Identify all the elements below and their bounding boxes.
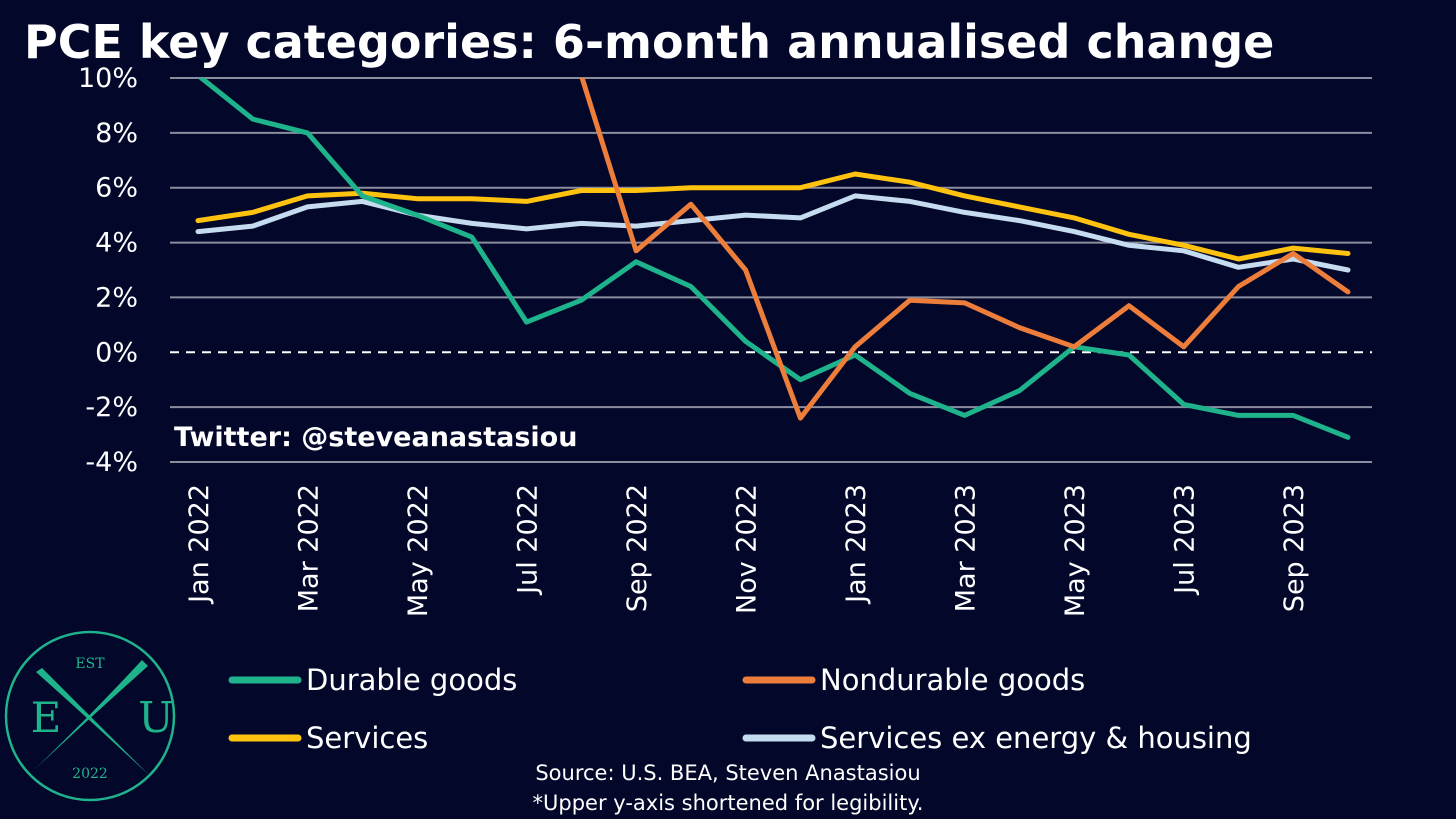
- logo-letter-e: E: [31, 693, 62, 742]
- y-tick-label: 6%: [95, 173, 138, 204]
- twitter-handle: Twitter: @steveanastasiou: [174, 422, 577, 453]
- x-tick-label: Jan 2023: [841, 484, 872, 605]
- x-tick-label: Jul 2022: [513, 484, 544, 596]
- y-tick-label: -2%: [85, 392, 138, 423]
- x-axis-ticks: Jan 2022 Mar 2022 May 2022 Jul 2022 Sep 2022…: [184, 484, 1310, 617]
- logo-slash-2: [34, 660, 148, 770]
- legend: Durable goods Nondurable goods Services Ser…: [228, 663, 1252, 755]
- logo-circle: [4, 630, 176, 802]
- x-tick-label: Mar 2023: [951, 484, 982, 612]
- logo-est: EST: [75, 656, 105, 672]
- y-tick-label: 8%: [95, 118, 138, 149]
- legend-label-durable-goods: Durable goods: [306, 663, 517, 697]
- chart-title: PCE key categories: 6-month annualised c…: [24, 15, 1274, 69]
- x-tick-label: Nov 2022: [732, 484, 763, 614]
- series-line-durable-goods: [197, 78, 1351, 440]
- axis-footnote: *Upper y-axis shortened for legibility.: [533, 791, 924, 815]
- x-tick-label: Jul 2023: [1170, 484, 1201, 596]
- y-tick-label: -4%: [85, 447, 138, 478]
- x-tick-label: Jan 2022: [184, 484, 215, 605]
- x-tick-label: May 2022: [403, 484, 434, 617]
- y-tick-label: 4%: [95, 228, 138, 259]
- logo-letter-u: U: [138, 693, 173, 742]
- logo-year: 2022: [72, 766, 108, 782]
- series-line-services-ex-energy-housing: [195, 193, 1351, 273]
- legend-label-services: Services: [306, 721, 428, 755]
- legend-label-nondurable-goods: Nondurable goods: [820, 663, 1085, 697]
- x-tick-label: May 2023: [1060, 484, 1091, 617]
- y-tick-label: 0%: [95, 337, 138, 368]
- series-lines: [195, 78, 1351, 440]
- y-axis-ticks: 10% 8% 6% 4% 2% 0% -2% -4%: [78, 63, 138, 478]
- y-tick-label: 2%: [95, 282, 138, 313]
- y-tick-label: 10%: [78, 63, 138, 94]
- legend-label-services-ex-energy-housing: Services ex energy & housing: [820, 721, 1252, 755]
- x-tick-label: Sep 2022: [622, 484, 653, 612]
- logo: EST E U 2022: [4, 630, 176, 802]
- series-line-nondurable-goods: [579, 78, 1351, 421]
- source-note: Source: U.S. BEA, Steven Anastasiou: [535, 761, 920, 785]
- logo-slash-1: [36, 668, 150, 776]
- x-tick-label: Mar 2022: [294, 484, 325, 612]
- x-tick-label: Sep 2023: [1279, 484, 1310, 612]
- series-line-services: [195, 171, 1351, 262]
